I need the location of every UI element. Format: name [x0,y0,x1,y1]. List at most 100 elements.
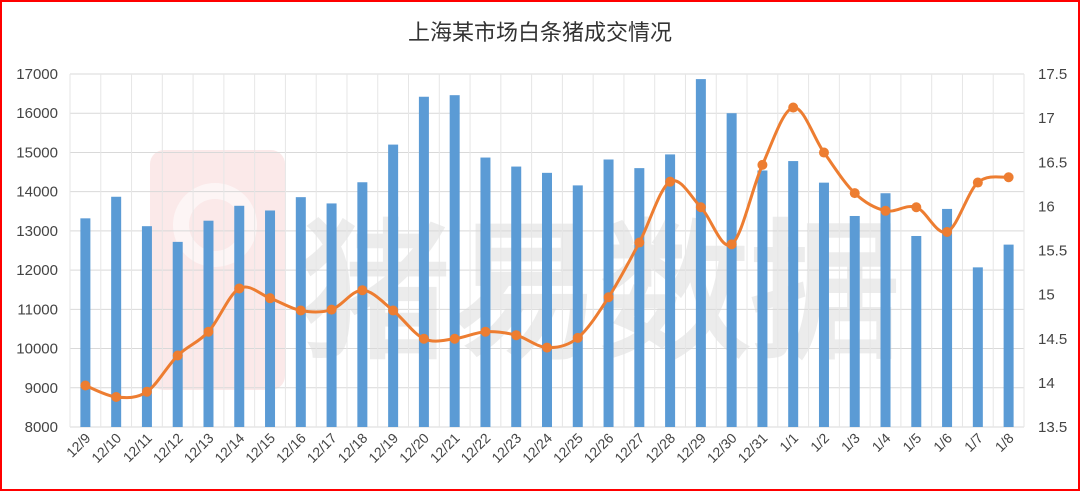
bar [942,208,953,427]
chart-title: 上海某市场白条猪成交情况 [408,21,672,46]
line-point [326,304,337,315]
x-tick-label: 12/14 [211,430,247,466]
x-tick-label: 12/13 [181,430,217,466]
y-left-tick-label: 13000 [16,223,58,240]
y-right-tick-label: 16 [1038,198,1055,215]
y-right-tick-label: 17.5 [1038,66,1067,83]
bar [511,166,522,427]
bar [880,193,891,427]
line-point [572,332,583,343]
x-tick-label: 12/24 [519,430,555,466]
x-tick-label: 12/20 [396,430,432,466]
line-point [911,202,922,213]
x-tick-label: 12/26 [581,430,617,466]
x-tick-label: 12/22 [457,430,493,466]
y-left-tick-label: 9000 [25,380,58,397]
y-right-tick-label: 13.5 [1038,419,1067,436]
line-point [357,285,368,296]
line-point [849,188,860,199]
x-tick-label: 12/29 [673,430,709,466]
bar [1003,244,1014,427]
bar [695,79,706,428]
x-tick-label: 12/11 [120,430,156,466]
y-left-tick-label: 8000 [25,419,58,436]
line-point [480,326,491,337]
line-point [542,342,552,353]
x-tick-label: 1/7 [961,430,986,455]
x-axis-ticks: 12/912/1012/1112/1212/1312/1412/1512/161… [63,430,1017,466]
line-point [726,239,737,250]
x-tick-label: 1/5 [899,430,924,455]
bar [542,172,552,427]
line-point [695,202,706,213]
line-point [172,350,183,361]
bar [572,185,583,427]
line-point [1003,172,1014,183]
line-series [80,102,1014,402]
x-tick-label: 12/10 [88,430,124,466]
watermark-text: 猪易数据 [300,207,900,381]
y-left-tick-label: 11000 [17,301,58,318]
bar [480,157,491,427]
bar [141,226,152,427]
line-point [880,205,891,216]
x-tick-label: 12/16 [273,430,309,466]
line-point [665,176,676,187]
x-tick-label: 12/21 [427,430,463,466]
y-left-tick-label: 10000 [16,341,58,358]
x-tick-label: 12/15 [242,430,278,466]
y-right-tick-label: 15.5 [1038,243,1067,260]
x-tick-label: 1/3 [838,430,863,455]
x-tick-label: 1/1 [776,430,801,455]
line-point [603,292,614,303]
x-tick-label: 12/17 [304,430,340,466]
bar [972,267,983,427]
bar-series [80,79,1014,428]
y-left-tick-label: 15000 [16,144,58,161]
y-left-tick-label: 12000 [16,262,58,279]
bar [788,161,799,427]
bar [388,144,399,427]
line-point [634,237,645,248]
y-right-tick-label: 14 [1038,375,1055,392]
x-tick-label: 12/19 [365,430,401,466]
line-point [141,386,152,397]
line-point [788,102,799,113]
bar [449,95,460,428]
line-point [80,380,91,391]
bar [634,168,645,427]
x-tick-label: 12/25 [550,430,586,466]
y-left-tick-label: 16000 [16,105,58,122]
x-tick-label: 1/8 [992,430,1017,455]
bar [80,218,91,427]
x-tick-label: 12/23 [488,430,524,466]
y-right-tick-label: 17 [1038,110,1055,127]
y-right-tick-label: 16.5 [1038,154,1067,171]
x-tick-label: 1/6 [930,430,955,455]
x-tick-label: 12/28 [642,430,678,466]
bar [726,113,737,427]
line-point [972,177,983,188]
line-point [203,326,214,337]
y-axis-right-ticks: 13.5 14 14.5 15 15.5 16 16.5 17 17.5 [1038,66,1067,436]
watermark-logo-ring [173,183,257,267]
x-tick-label: 1/4 [869,430,894,455]
y-right-tick-label: 14.5 [1038,331,1067,348]
line-point [265,293,276,304]
bar [357,182,368,427]
bar [234,205,245,427]
y-left-tick-label: 17000 [16,66,58,83]
line-point [418,333,429,344]
line-point [511,330,522,341]
x-tick-label: 12/12 [150,430,186,466]
x-tick-label: 12/18 [334,430,370,466]
bar [818,182,829,427]
line-point [295,305,306,316]
line-point [111,391,122,402]
bar [111,196,122,427]
bar [203,220,214,427]
line-point [449,333,460,344]
bar [757,170,768,427]
x-tick-label: 12/30 [704,430,740,466]
